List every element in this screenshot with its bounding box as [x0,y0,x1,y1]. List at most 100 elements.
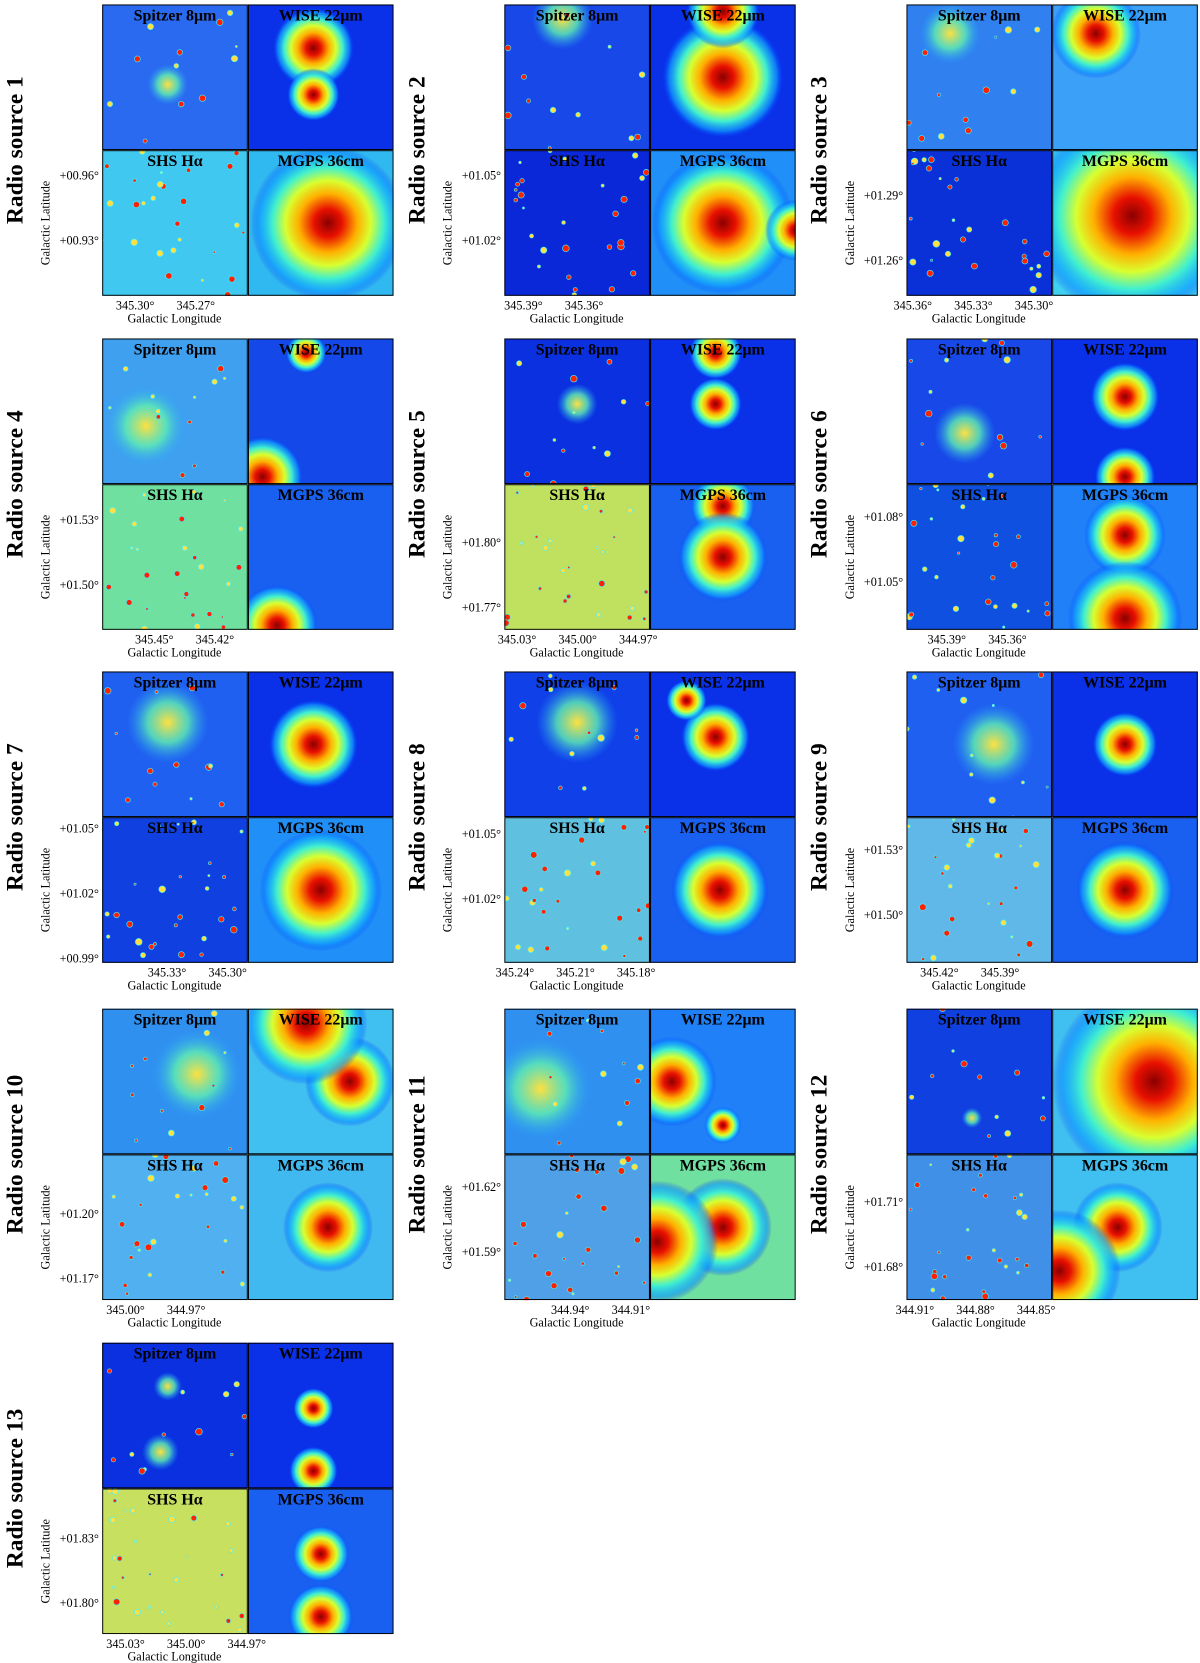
image-panel [504,150,650,296]
point-source [582,485,590,493]
image-panel [102,817,248,963]
point-source [178,100,185,108]
point-source [135,547,140,552]
panel-label: Spitzer 8μm [134,341,217,358]
point-source [944,250,951,257]
point-source [225,581,232,587]
point-source [947,883,953,889]
point-source [971,1187,976,1192]
point-source [595,546,599,550]
x-axis-label: Galactic Longitude [530,978,624,992]
point-source [106,934,111,939]
point-source [207,874,211,878]
point-source [629,605,636,612]
point-source [921,49,929,56]
x-tick-label: 344.97° [619,633,658,647]
panel-label: Spitzer 8μm [938,674,1021,691]
image-panel [247,484,394,630]
panel-border [247,1008,394,1155]
point-source [513,1295,518,1299]
panel-label: SHS Hα [147,820,203,837]
point-source [123,1508,127,1513]
image-panel [504,817,650,963]
point-source [959,236,966,243]
image-panel [1052,484,1198,630]
point-source [936,92,941,97]
point-source [969,753,974,758]
point-source [549,106,557,114]
emission-blob [283,1182,373,1273]
image-panel [504,4,650,151]
panel-border [650,671,796,818]
point-source [566,274,572,280]
image-panel [247,817,394,963]
point-source [513,188,518,192]
point-source [132,178,137,183]
point-source [993,604,998,609]
point-source [562,1257,566,1261]
source-panel: Spitzer 8μm WISE 22μm SHS Hα MGPS 36cm Radio… [2,4,394,325]
point-source [921,157,927,163]
point-source [911,162,915,166]
point-source [556,1231,564,1239]
point-source [160,1610,165,1615]
point-source [617,1167,626,1175]
point-source [220,1269,226,1275]
point-source [544,945,551,952]
point-source [928,389,933,394]
point-source [157,824,161,828]
point-source [947,184,953,190]
point-source [645,902,650,910]
point-source [620,195,628,203]
image-background [102,1154,248,1301]
panel-label: MGPS 36cm [1082,820,1168,837]
panel-border [247,1154,394,1301]
y-axis-label: Galactic Latitude [441,848,455,932]
point-source [634,133,641,141]
point-source [239,829,244,834]
point-source [616,914,623,922]
point-source [161,1432,166,1437]
point-source [1021,238,1028,245]
point-source [960,1060,968,1068]
point-source [105,584,112,591]
point-source [569,751,575,757]
point-source [968,837,975,844]
point-source [112,1585,116,1589]
point-source [575,112,581,118]
point-source [936,488,940,492]
point-source [147,1174,155,1182]
point-source [1022,828,1029,834]
source-panel: Spitzer 8μm WISE 22μm SHS Hα MGPS 36cm Radio… [2,1008,394,1330]
point-source [181,545,188,552]
point-source [538,586,542,591]
image-panel [504,484,650,630]
image-panel [102,1342,248,1489]
panel-border [906,484,1053,630]
point-source [1034,26,1041,33]
point-source [599,509,604,514]
point-source [228,275,236,283]
point-source [908,1207,913,1212]
panel-label: SHS Hα [549,820,605,837]
image-panel [1052,817,1198,963]
point-source [204,1192,209,1197]
point-source [912,674,918,680]
point-source [620,824,628,831]
point-source [600,944,608,952]
emission-blob [953,703,1035,786]
point-source [1001,219,1009,227]
point-source [1016,534,1021,540]
point-source [919,903,927,911]
panel-label: SHS Hα [952,487,1008,504]
panel-label: Spitzer 8μm [134,1346,217,1363]
emission-blob [247,436,304,485]
panel-label: WISE 22μm [1083,341,1167,358]
panel-label: Spitzer 8μm [134,7,217,24]
point-source [183,596,187,600]
point-source [193,623,201,630]
point-source [991,826,998,832]
emission-blob [288,1446,338,1489]
point-source [518,160,522,165]
emission-blob [1052,150,1198,296]
